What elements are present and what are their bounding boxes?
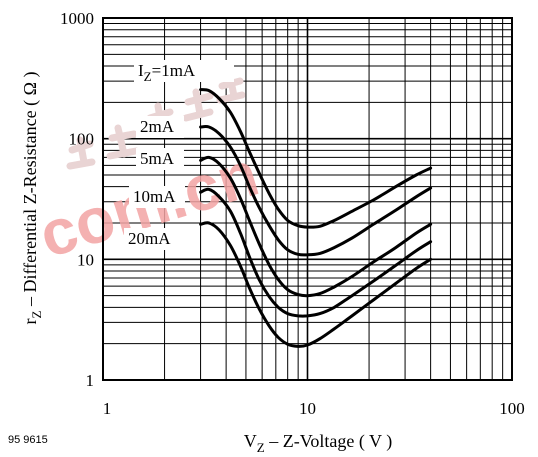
curve-label-5ma: 5mA bbox=[140, 149, 175, 168]
curve-label-bg bbox=[124, 228, 186, 250]
curve-1ma bbox=[199, 88, 433, 229]
y-tick-label: 1 bbox=[86, 371, 95, 390]
y-axis-label: rZ – Differential Z-Resistance ( Ω ) bbox=[20, 72, 44, 325]
curve-label-bg bbox=[129, 186, 185, 208]
curve-label-bg bbox=[136, 148, 184, 170]
x-axis-label: VZ – Z-Voltage ( V ) bbox=[244, 431, 392, 455]
curve-label-bg bbox=[134, 60, 234, 82]
curve-10ma bbox=[199, 187, 433, 318]
curve-2ma bbox=[199, 125, 433, 257]
curve-label-20ma: 20mA bbox=[128, 229, 171, 248]
y-tick-label: 10 bbox=[77, 250, 94, 269]
curve-label-bg bbox=[136, 116, 184, 138]
curve-series bbox=[199, 88, 433, 348]
tick-labels: 1 10 100 1 10 100 1000 bbox=[60, 9, 525, 418]
curve-5ma bbox=[199, 155, 433, 298]
y-tick-label: 100 bbox=[69, 130, 95, 149]
watermark-glyph bbox=[182, 88, 214, 122]
curve-label-2ma: 2mA bbox=[140, 117, 175, 136]
curve-label-backgrounds bbox=[124, 60, 234, 250]
y-tick-label: 1000 bbox=[60, 9, 94, 28]
curve-20ma bbox=[199, 221, 433, 348]
plot-frame bbox=[102, 17, 513, 381]
x-tick-label: 1 bbox=[103, 399, 112, 418]
grid-lines bbox=[103, 18, 512, 380]
figure-number: 95 9615 bbox=[8, 434, 48, 446]
watermark-glyph bbox=[106, 124, 140, 160]
curve-label-10ma: 10mA bbox=[133, 187, 176, 206]
watermark-glyph bbox=[66, 136, 96, 170]
x-tick-label: 100 bbox=[499, 399, 525, 418]
curve-labels: IZ=1mA 2mA 5mA 10mA 20mA bbox=[128, 61, 196, 248]
curve-label-1ma: IZ=1mA bbox=[138, 61, 196, 84]
x-tick-label: 10 bbox=[299, 399, 316, 418]
